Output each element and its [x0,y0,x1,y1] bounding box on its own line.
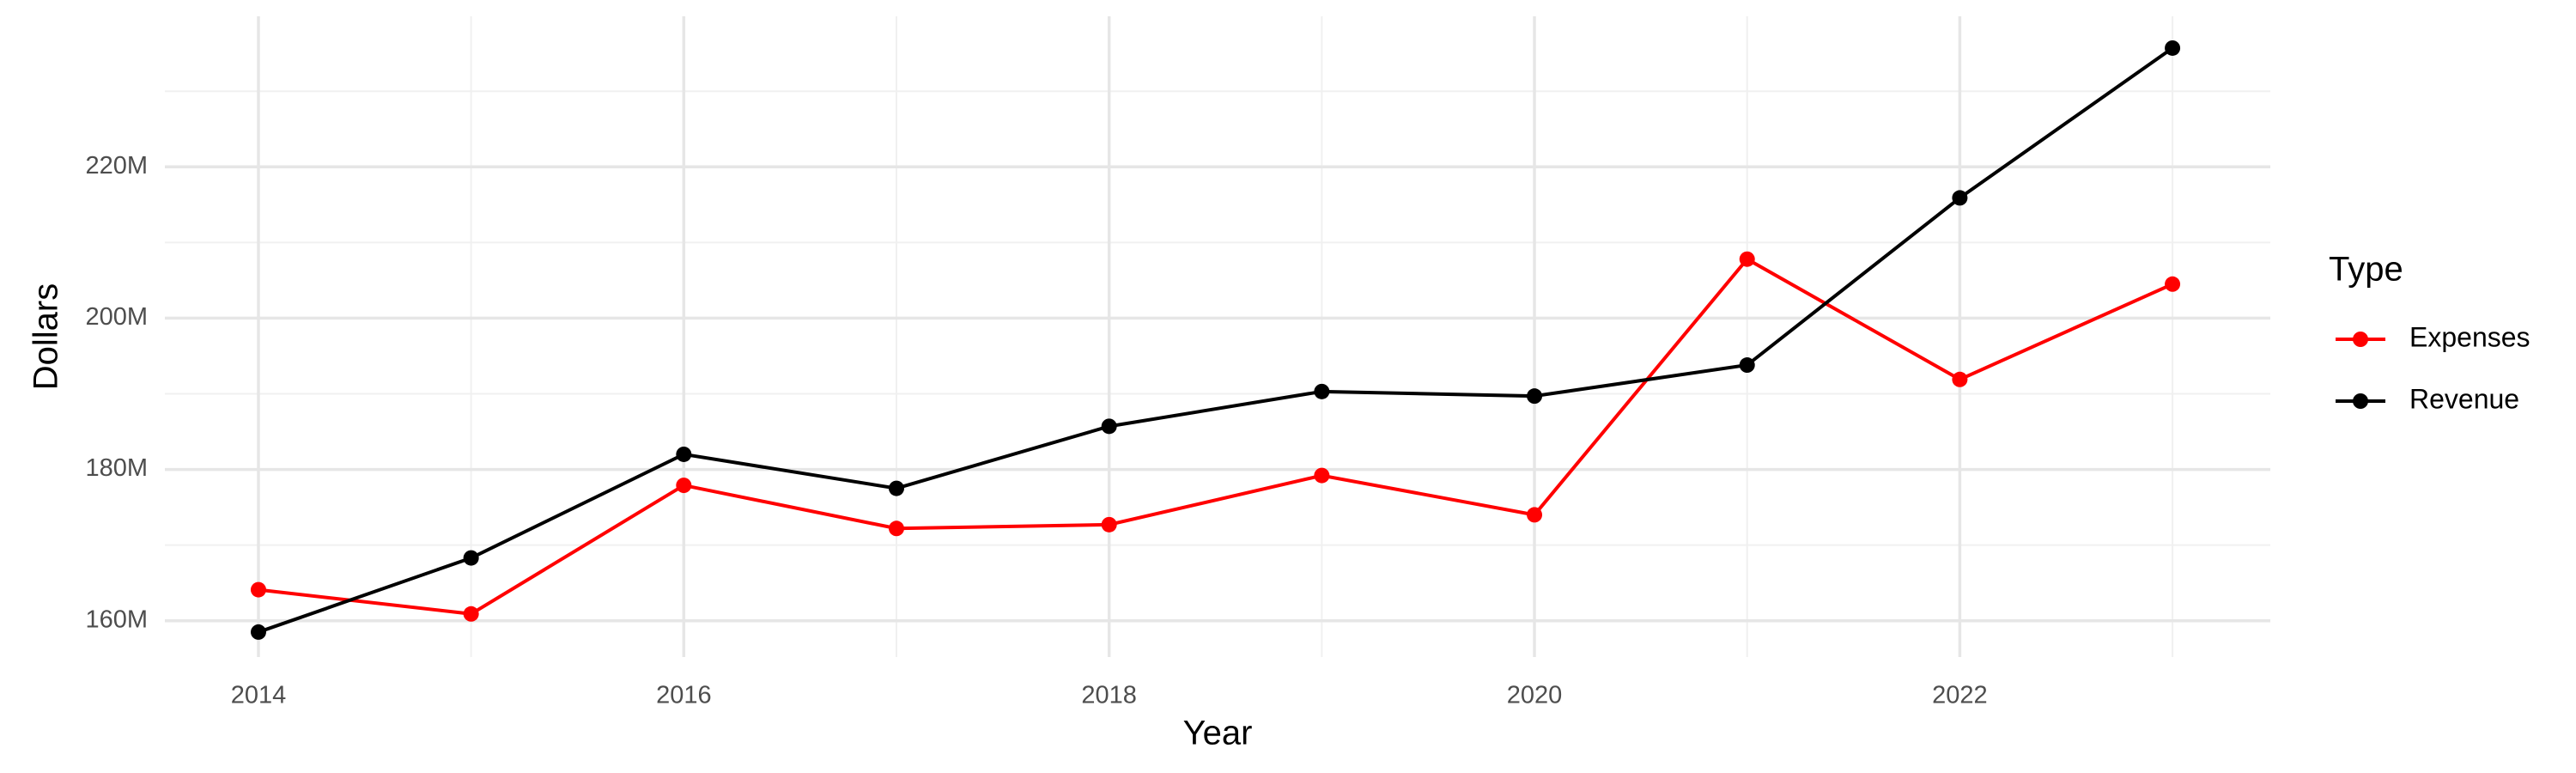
x-axis-title: Year [1183,715,1253,752]
data-point [250,624,266,640]
data-point [1101,516,1117,533]
data-point [889,480,905,496]
data-point [1952,190,1968,206]
x-tick-label: 2022 [1932,682,1988,709]
y-tick-label: 220M [85,152,148,180]
data-point [2165,276,2181,292]
data-point [463,606,479,622]
data-point [1527,507,1543,523]
x-tick-label: 2020 [1507,682,1563,709]
x-tick-label: 2014 [231,682,287,709]
y-tick-label: 160M [85,606,148,633]
x-tick-label: 2018 [1081,682,1137,709]
y-axis-title: Dollars [27,283,65,390]
legend-label: Revenue [2409,383,2519,414]
data-point [250,581,266,598]
legend-swatch-point [2353,332,2368,347]
grid: 160M 180M 200M 220M 2014 2016 2018 2020 2022 [85,16,2270,709]
series-line [258,257,2173,616]
data-point [1314,383,1330,399]
data-point [676,478,692,494]
data-point [1952,371,1968,387]
data-point [1739,357,1755,374]
x-tick-label: 2016 [656,682,712,709]
data-point [2165,40,2181,56]
series-line [258,46,2174,634]
data-point [1101,418,1117,435]
legend-label: Expenses [2409,321,2530,352]
data-point [1739,251,1755,267]
data-point [1314,467,1330,484]
data-point [889,520,905,537]
data-point [463,550,479,566]
y-tick-label: 200M [85,303,148,331]
data-point [676,446,692,462]
legend-title: Type [2329,251,2403,289]
data-point [1527,388,1543,405]
y-tick-label: 180M [85,454,148,482]
legend-swatch-point [2353,393,2368,409]
plot [250,40,2181,640]
